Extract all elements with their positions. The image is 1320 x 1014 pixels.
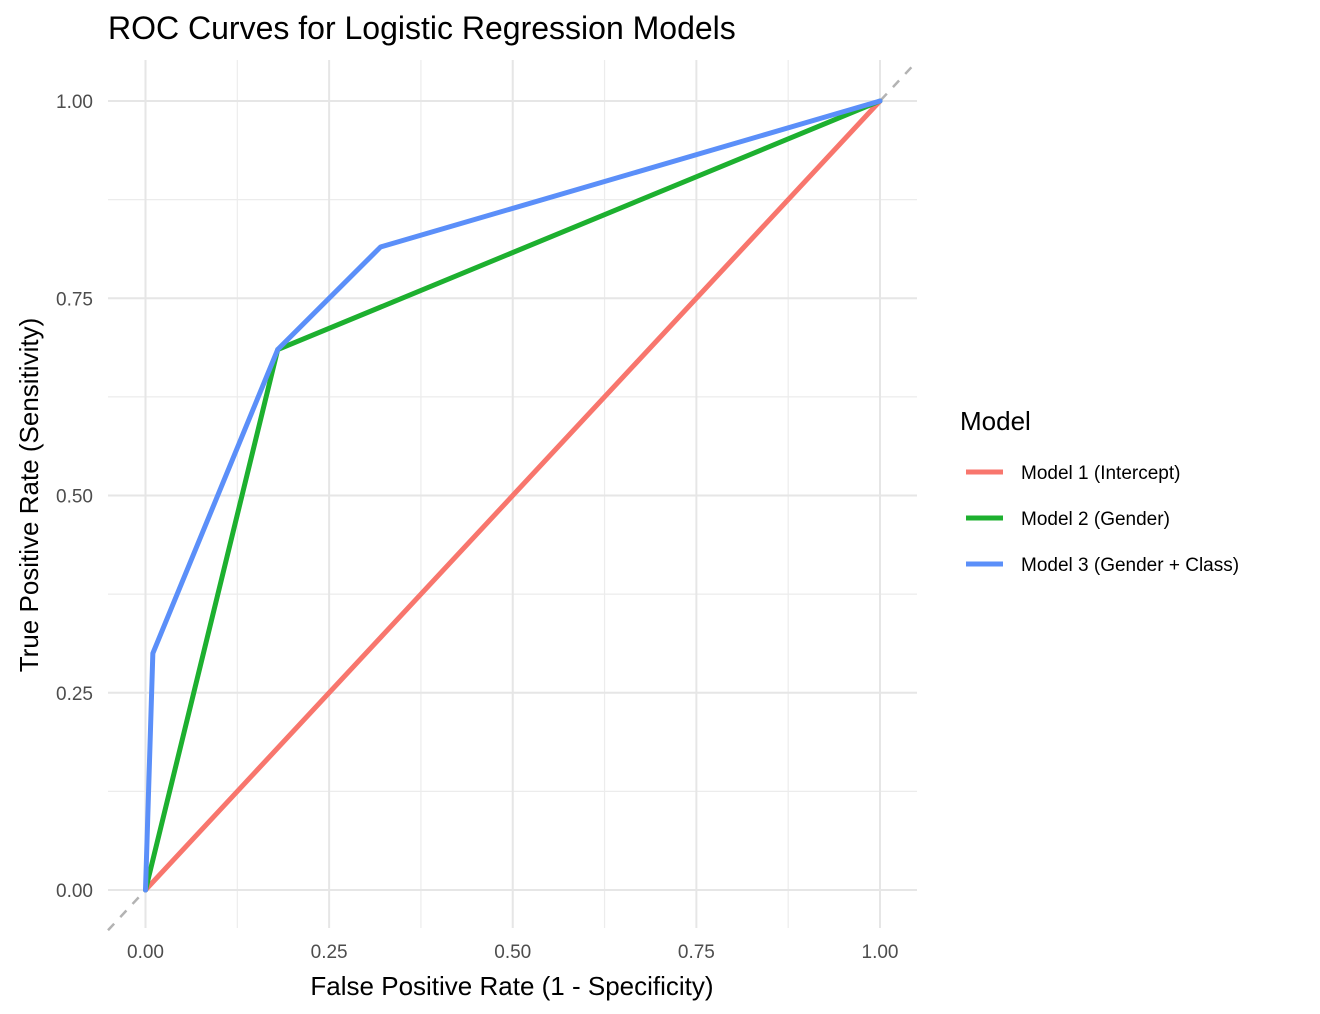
y-tick-label: 0.75 <box>56 289 93 310</box>
y-axis-title: True Positive Rate (Sensitivity) <box>14 318 44 672</box>
x-tick-label: 1.00 <box>862 942 899 963</box>
x-axis-title: False Positive Rate (1 - Specificity) <box>310 971 713 1001</box>
y-tick-label: 0.50 <box>56 487 93 508</box>
series-line-3 <box>143 98 883 893</box>
legend-item-2: Model 2 (Gender) <box>966 509 1170 530</box>
x-tick-label: 0.25 <box>311 942 348 963</box>
y-tick-label: 0.25 <box>56 684 93 705</box>
legend-item-1: Model 1 (Intercept) <box>966 463 1180 484</box>
legend-label: Model 2 (Gender) <box>1021 509 1170 530</box>
series-line-1 <box>143 98 883 893</box>
x-tick-label: 0.75 <box>678 942 715 963</box>
legend-items: Model 1 (Intercept) Model 2 (Gender) Model… <box>966 463 1239 576</box>
legend-item-3: Model 3 (Gender + Class) <box>966 555 1239 576</box>
legend: Model Model 1 (Intercept) Model 2 (Gender… <box>960 406 1239 576</box>
major-gridlines <box>108 60 917 928</box>
x-tick-label: 0.00 <box>127 942 164 963</box>
legend-label: Model 3 (Gender + Class) <box>1021 555 1239 576</box>
series-layer <box>143 98 883 893</box>
legend-title: Model <box>960 406 1031 436</box>
y-tick-label: 0.00 <box>56 881 93 902</box>
legend-label: Model 1 (Intercept) <box>1021 463 1180 484</box>
chart-title: ROC Curves for Logistic Regression Model… <box>108 10 736 46</box>
y-tick-label: 1.00 <box>56 92 93 113</box>
x-axis-ticks: 0.00 0.25 0.50 0.75 1.00 <box>127 942 898 963</box>
y-axis-ticks: 0.00 0.25 0.50 0.75 1.00 <box>56 92 93 902</box>
x-tick-label: 0.50 <box>494 942 531 963</box>
